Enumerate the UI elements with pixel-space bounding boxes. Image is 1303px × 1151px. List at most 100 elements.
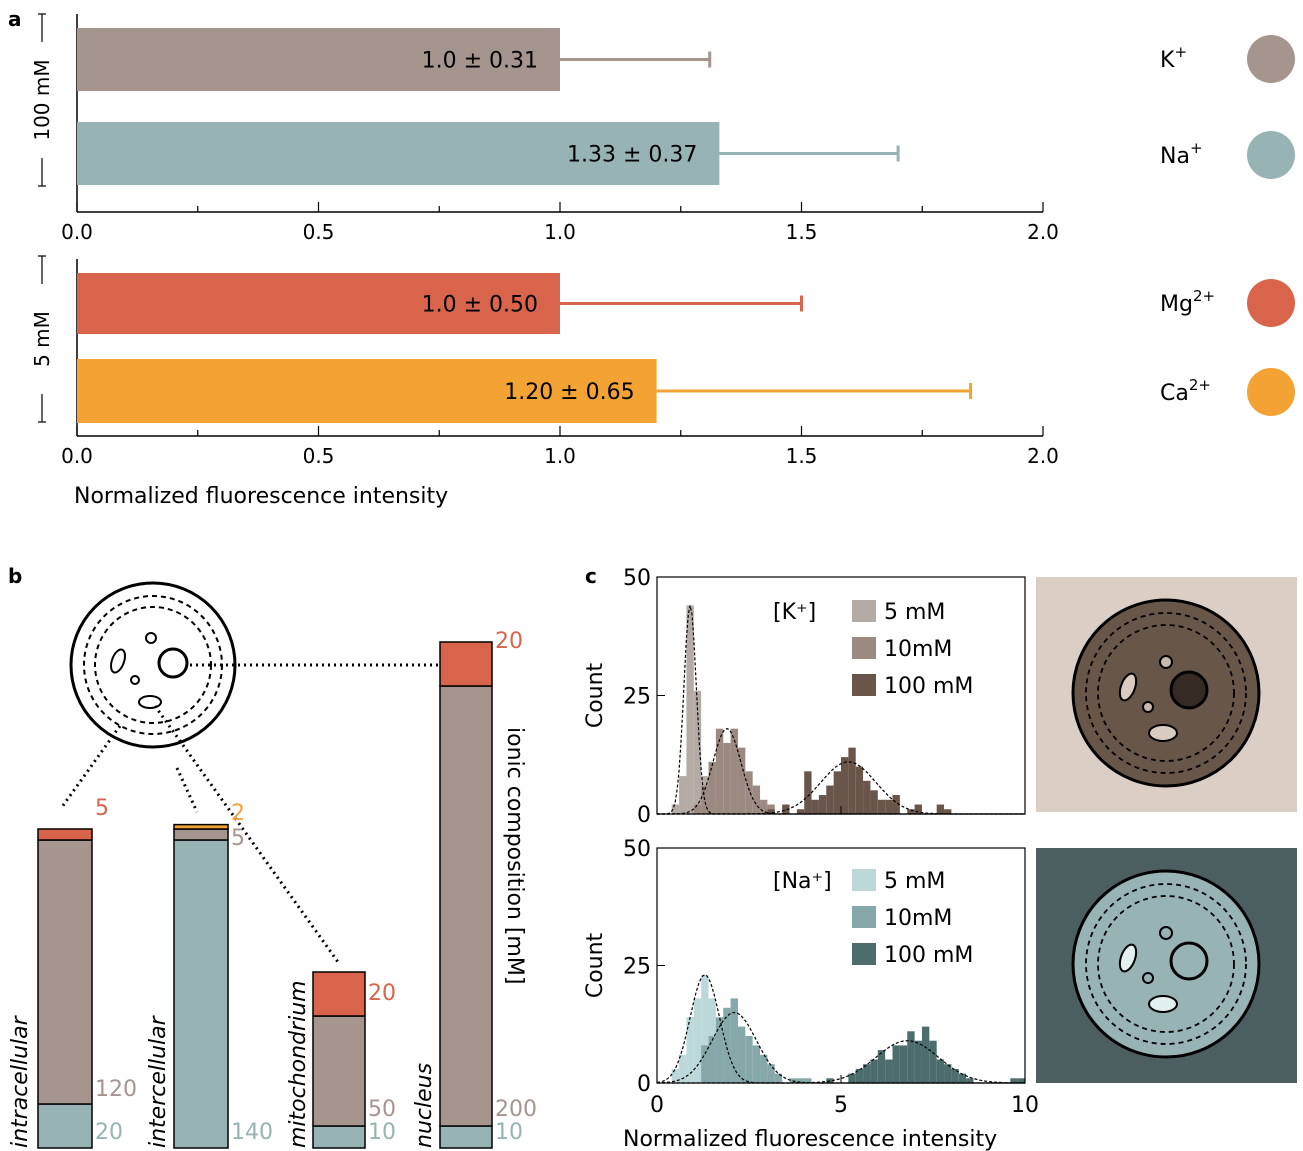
segment-Na [312, 1125, 366, 1149]
histogram-bar [863, 1064, 871, 1083]
histogram-bar [944, 1064, 952, 1083]
legend-charge: + [1190, 139, 1203, 157]
series-100mM [826, 1026, 1025, 1083]
cell-membrane [69, 581, 237, 749]
column-name: intracellular [8, 1014, 33, 1148]
vesicle [130, 675, 140, 685]
group-label: 5 mM [30, 311, 54, 367]
histogram-bar [760, 1054, 768, 1083]
histogram-bar [679, 1054, 687, 1083]
legend-swatch [852, 906, 876, 928]
segment-K [173, 828, 229, 841]
histogram-bar [730, 728, 738, 814]
segment-Na [173, 839, 229, 1149]
cell-body [1071, 598, 1261, 788]
legend-ion: Na [1160, 144, 1190, 169]
histogram-bar [693, 690, 702, 814]
bar-value-label: 1.0 ± 0.50 [422, 293, 538, 318]
histogram-bar [708, 1036, 716, 1083]
bar-K [77, 28, 560, 91]
column-name: mitochondrium [286, 980, 311, 1148]
histogram-bar [892, 795, 900, 814]
histogram-bar [671, 804, 680, 814]
histogram-bar [877, 1050, 886, 1083]
x-tick-label: 10 [1011, 1093, 1039, 1118]
histogram-bar [951, 1068, 959, 1083]
legend-swatch [1247, 131, 1295, 179]
histogram-bar [899, 1045, 908, 1083]
histogram-bar [944, 809, 952, 814]
histogram-bar [848, 1073, 856, 1083]
cell-schematic [69, 581, 237, 749]
y-tick-label: 50 [623, 837, 651, 862]
histogram-bar [686, 1017, 694, 1083]
histogram-bar [870, 790, 878, 814]
histogram-bar [671, 1068, 680, 1083]
panel-b: b512020intracellular25140intercellular20… [8, 564, 537, 1149]
legend-swatch [1247, 368, 1295, 416]
segment-value-label: 50 [368, 1097, 396, 1122]
histogram-bar [907, 1031, 915, 1083]
histogram-bar [679, 776, 687, 814]
organelle [1118, 672, 1138, 702]
cell-inner-membrane [1097, 624, 1235, 762]
histogram-bar [752, 1045, 761, 1083]
legend-swatch [852, 869, 876, 891]
histogram-bar [745, 771, 753, 814]
segment-K [312, 1015, 366, 1127]
legend-label: 5 mM [884, 869, 945, 894]
histogram-bar [708, 761, 716, 814]
legend-swatch [852, 600, 876, 622]
histogram-bar [921, 1026, 930, 1083]
legend-label: 5 mM [884, 600, 945, 625]
bar-Ca [77, 359, 657, 423]
bar-value-label: 1.20 ± 0.65 [504, 380, 634, 405]
nucleus-organelle [1169, 941, 1209, 981]
x-tick-label: 0.5 [303, 444, 335, 468]
segment-value-label: 10 [495, 1120, 523, 1145]
legend-swatch [852, 943, 876, 965]
connector-line [153, 705, 340, 963]
legend-charge: + [1174, 43, 1187, 61]
column-name: nucleus [412, 1063, 437, 1148]
legend-ion: K [1160, 48, 1175, 73]
x-tick-label: 1.0 [544, 444, 576, 468]
x-tick-label: 1.5 [786, 444, 818, 468]
histogram-bar [855, 766, 864, 814]
legend-label: K+ [1160, 43, 1187, 73]
histogram-bar [737, 747, 746, 814]
histogram-bar [907, 809, 915, 814]
y-axis-label: Count [583, 662, 608, 728]
legend-item-Ca: Ca2+ [1160, 368, 1295, 416]
segment-Mg [439, 641, 493, 687]
histogram-bar [796, 1078, 805, 1083]
histogram-bar [826, 1078, 834, 1083]
x-tick-label: 0.0 [61, 220, 93, 244]
legend-item-K: K+ [1160, 35, 1295, 83]
x-tick-label: 5 [834, 1093, 848, 1118]
histogram-bar [715, 1017, 724, 1083]
bar-value-label: 1.0 ± 0.31 [422, 49, 538, 74]
series-10mM [701, 998, 812, 1083]
mitochondrium-organelle [1148, 724, 1178, 742]
x-axis-label: Normalized fluorescence intensity [74, 484, 448, 509]
histogram-bar [752, 785, 761, 814]
legend-swatch [1247, 35, 1295, 83]
y-tick-label: 25 [623, 685, 651, 710]
panel-label-b: b [8, 564, 22, 588]
histogram-bar [686, 605, 694, 814]
histogram-bar [833, 771, 841, 814]
legend-label: 10mM [884, 906, 952, 931]
segment-value-label: 5 [231, 826, 245, 851]
histogram-bar [701, 1045, 709, 1083]
cell-inner-membrane [83, 595, 223, 735]
segment-value-label: 2 [231, 801, 245, 826]
histogram-bar [745, 1036, 753, 1083]
histogram-bar [804, 1078, 812, 1083]
legend-label: Mg2+ [1160, 287, 1215, 317]
histogram-bar [737, 1026, 746, 1083]
y-tick-label: 0 [637, 1072, 651, 1097]
histogram-bar [966, 1078, 974, 1083]
x-tick-label: 2.0 [1027, 444, 1059, 468]
